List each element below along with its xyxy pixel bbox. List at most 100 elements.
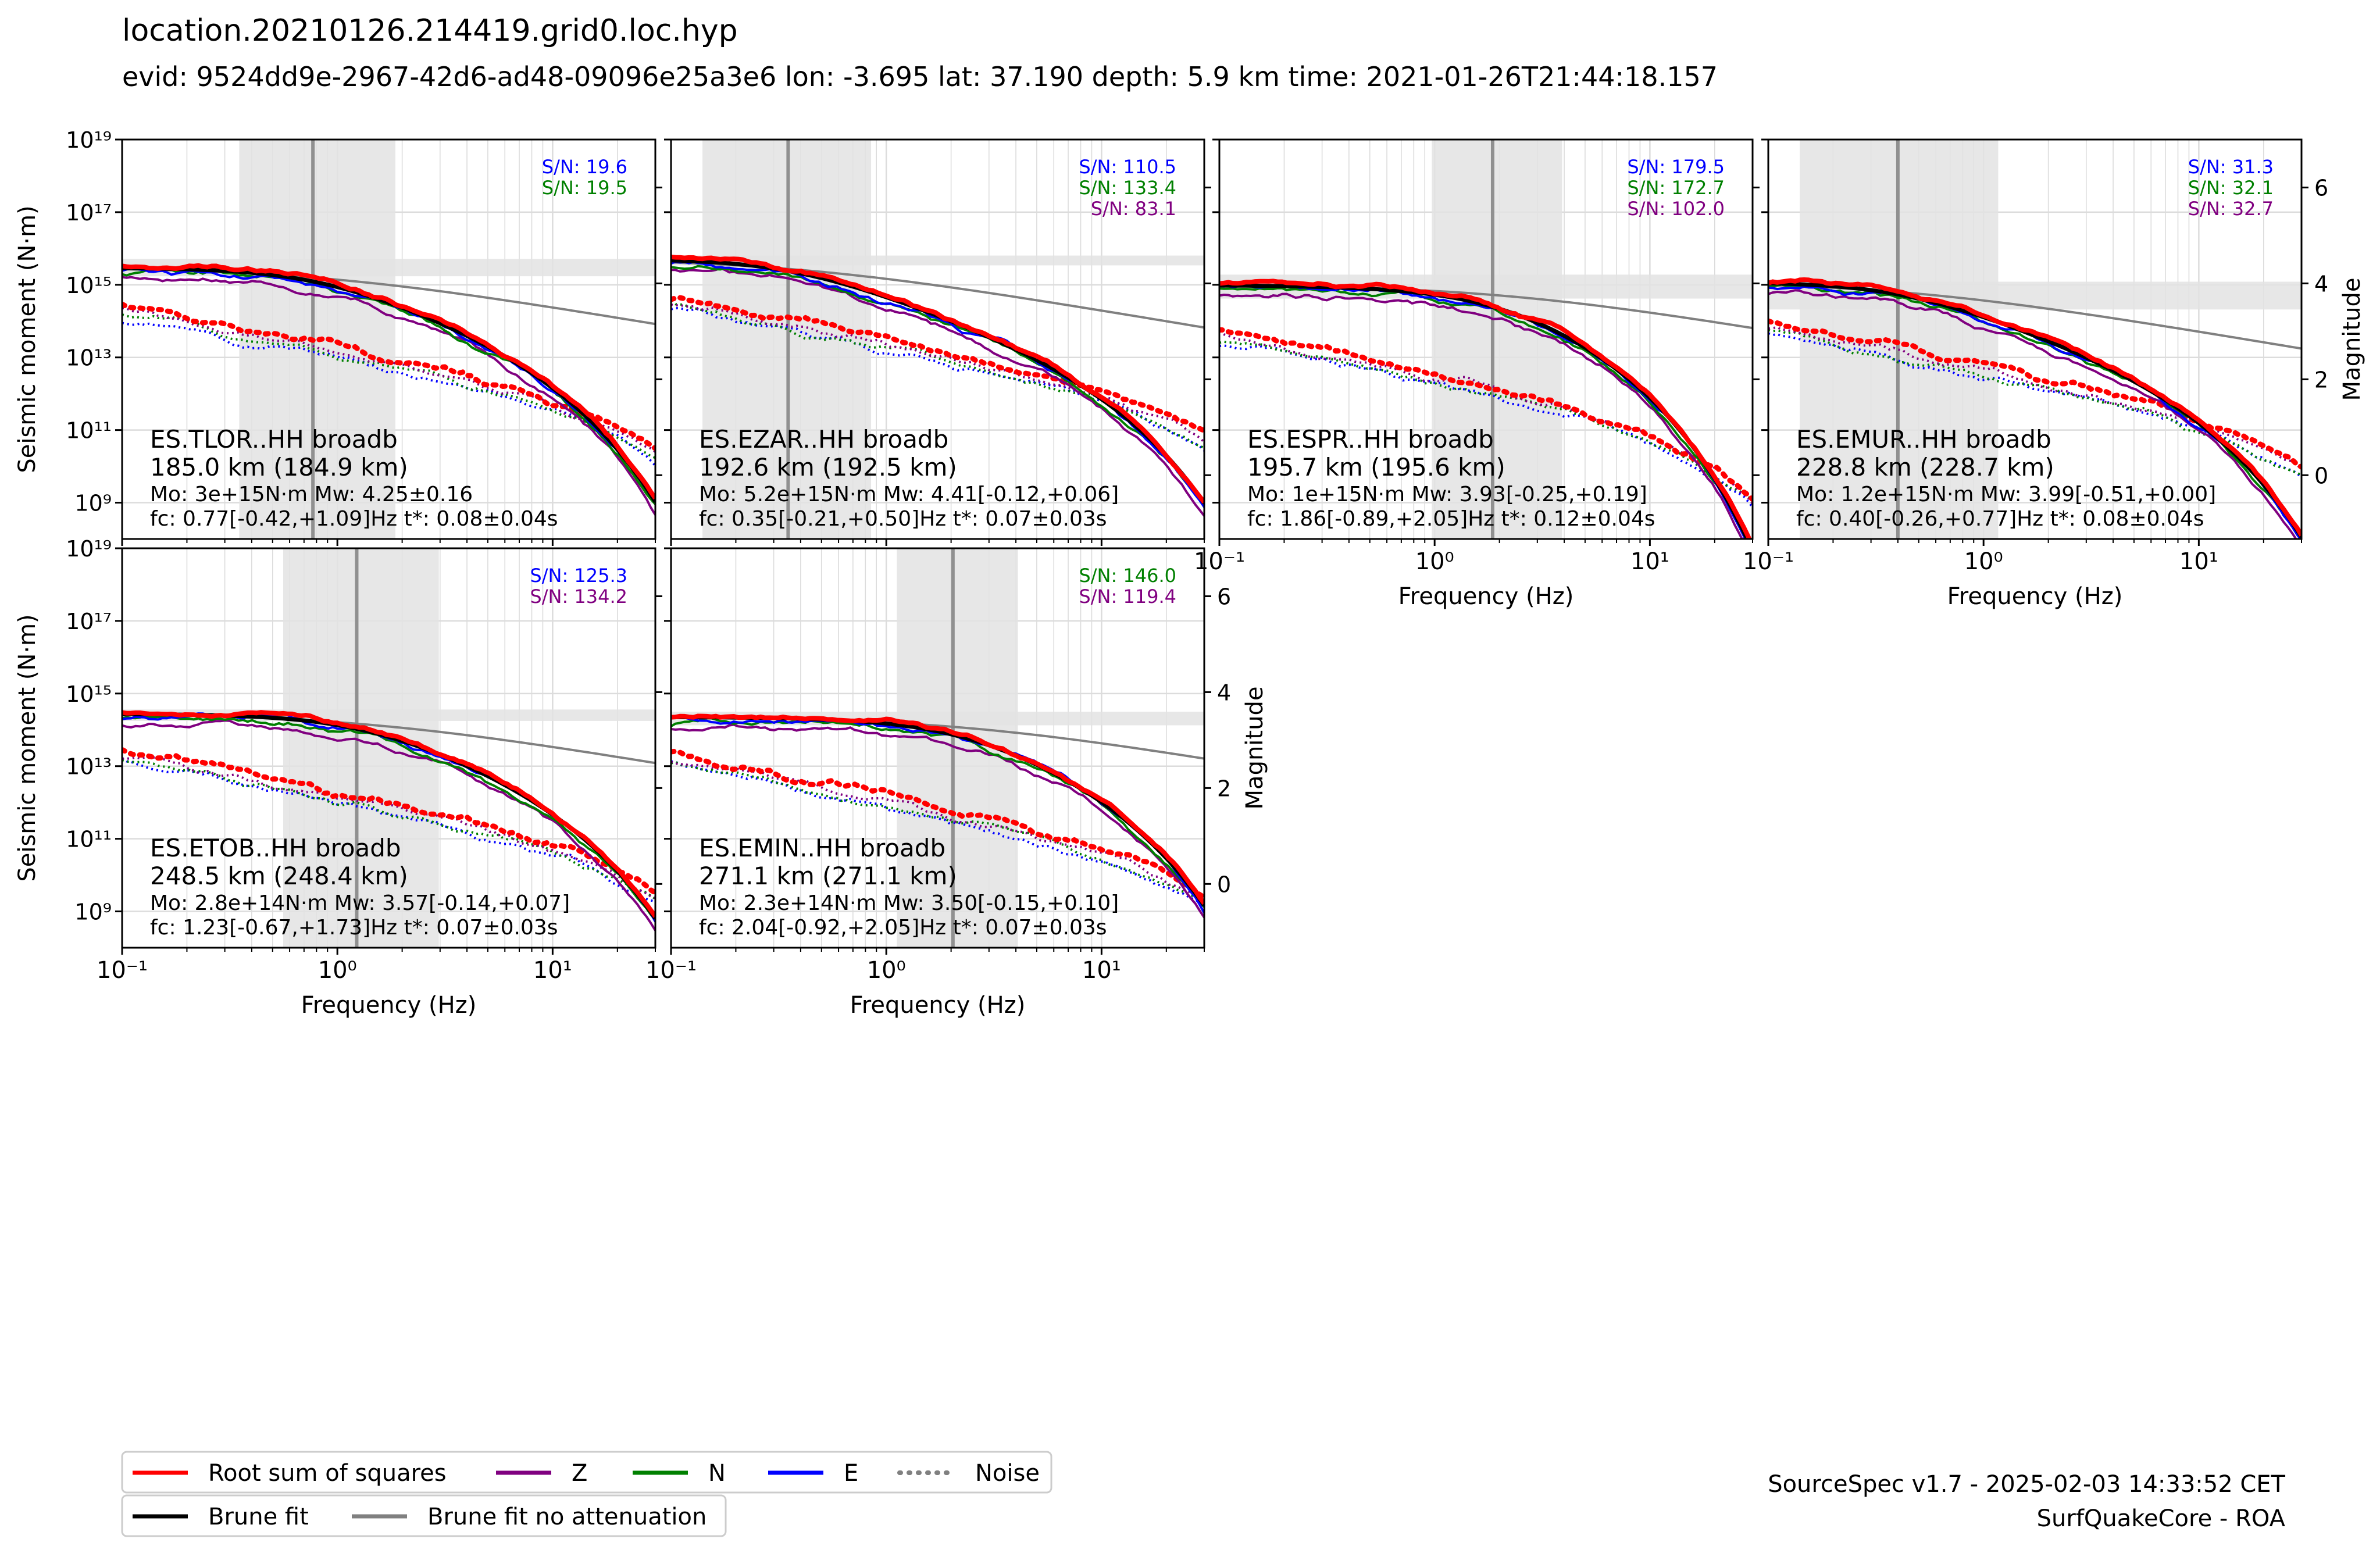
station-moment-magnitude: Mo: 3e+15N·m Mw: 4.25±0.16 <box>150 483 473 506</box>
root-sum-of-squares-line <box>671 713 1204 905</box>
signal-to-noise-label: S/N: 119.4 <box>1079 585 1176 608</box>
x-tick-label: 10⁰ <box>318 957 357 984</box>
signal-to-noise-label: S/N: 31.3 <box>2188 156 2274 178</box>
legend: Root sum of squares Z N E Noise Brune fit Brun… <box>121 1451 1052 1537</box>
spectrum-Z-line <box>1219 292 1744 539</box>
x-axis-label: Frequency (Hz) <box>1947 583 2123 610</box>
x-tick-label: 10¹ <box>1630 548 1669 575</box>
magnitude-axis-label: Magnitude <box>2339 278 2365 401</box>
x-tick-label: 10⁻¹ <box>97 957 148 984</box>
y-tick-label: 10¹³ <box>66 345 112 371</box>
signal-to-noise-label: S/N: 133.4 <box>1079 177 1176 199</box>
x-tick-label: 10⁰ <box>867 957 906 984</box>
magnitude-tick-label: 2 <box>1217 776 1231 801</box>
y-tick-label: 10¹³ <box>66 754 112 780</box>
magnitude-tick-label: 2 <box>2314 367 2328 392</box>
x-tick-label: 10¹ <box>1082 957 1121 984</box>
station-corner-frequency: fc: 1.23[-0.67,+1.73]Hz t*: 0.07±0.03s <box>150 916 558 940</box>
legend-item: Brune fit <box>133 1504 309 1530</box>
station-name: ES.TLOR..HH broadb <box>150 425 398 454</box>
station-name: ES.EZAR..HH broadb <box>699 425 948 454</box>
noise-rss-line <box>122 747 655 895</box>
station-moment-magnitude: Mo: 1.2e+15N·m Mw: 3.99[-0.51,+0.00] <box>1796 483 2216 506</box>
station-corner-frequency: fc: 0.35[-0.21,+0.50]Hz t*: 0.07±0.03s <box>699 507 1107 531</box>
plot-area <box>1768 140 2302 539</box>
legend-item: Root sum of squares <box>133 1460 447 1487</box>
panel-frame <box>670 547 1205 949</box>
noise-Z-line <box>671 760 1204 902</box>
legend-item: E <box>768 1460 858 1487</box>
spectrum-Z-line <box>122 276 655 516</box>
legend-item: Z <box>496 1460 587 1487</box>
legend-label: Root sum of squares <box>208 1460 447 1487</box>
y-tick-label: 10¹¹ <box>66 827 112 852</box>
station-corner-frequency: fc: 0.77[-0.42,+1.09]Hz t*: 0.08±0.04s <box>150 507 558 531</box>
station-panels: 10⁹ 10¹¹ 10¹³ 10¹⁵ 10¹⁷ 10¹⁹ Seismic moment (N… <box>14 127 2365 1019</box>
spectrum-Z-line <box>671 267 1204 517</box>
station-name: ES.ESPR..HH broadb <box>1247 425 1494 454</box>
legend-label: Noise <box>975 1460 1040 1487</box>
legend-item: Noise <box>897 1460 1040 1487</box>
legend-label: Brune fit no attenuation <box>427 1504 706 1530</box>
spectrum-Z-line <box>122 719 655 931</box>
y-axis-label: Seismic moment (N·m) <box>14 205 41 473</box>
spectrum-N-line <box>122 715 655 921</box>
station-distance: 271.1 km (271.1 km) <box>699 862 957 890</box>
station-moment-magnitude: Mo: 2.8e+14N·m Mw: 3.57[-0.14,+0.07] <box>150 891 570 915</box>
station-moment-magnitude: Mo: 5.2e+15N·m Mw: 4.41[-0.12,+0.06] <box>699 483 1119 506</box>
noise-N-line <box>1219 340 1753 501</box>
panel-frame <box>1218 138 1754 540</box>
x-tick-label: 10⁻¹ <box>645 957 697 984</box>
noise-rss-line <box>671 295 1204 434</box>
plot-area <box>671 140 1204 539</box>
figure-title: location.20210126.214419.grid0.loc.hyp <box>122 13 738 48</box>
y-tick-label: 10¹⁹ <box>66 127 112 153</box>
spectrum-Z-line <box>1768 289 2297 539</box>
station-distance: 195.7 km (195.6 km) <box>1247 453 1505 481</box>
magnitude-tick-label: 6 <box>2314 175 2328 201</box>
station-panel: 10⁹ 10¹¹ 10¹³ 10¹⁵ 10¹⁷ 10¹⁹ Seismic moment (N… <box>14 127 662 546</box>
fc-uncertainty-band <box>1432 140 1562 539</box>
magnitude-axis-label: Magnitude <box>1241 687 1268 810</box>
signal-to-noise-label: S/N: 179.5 <box>1627 156 1725 178</box>
station-panel: 10⁻¹ 10⁰ 10¹ Frequency (Hz) 0 2 4 6 Magnitude S/N… <box>645 547 1268 1019</box>
magnitude-tick-label: 4 <box>1217 680 1231 705</box>
station-name: ES.EMUR..HH broadb <box>1796 425 2051 454</box>
panel-frame <box>121 547 656 949</box>
legend-item: N <box>633 1460 726 1487</box>
legend-label: N <box>708 1460 726 1487</box>
root-sum-of-squares-line <box>1219 279 1752 539</box>
y-tick-label: 10¹⁷ <box>66 200 112 226</box>
station-panel: 10⁹ 10¹¹ 10¹³ 10¹⁵ 10¹⁷ 10¹⁹ 10⁻¹ 10⁰ 10¹ Frequen… <box>14 536 662 1019</box>
y-tick-label: 10¹⁵ <box>66 273 112 298</box>
x-axis-label: Frequency (Hz) <box>301 992 477 1019</box>
x-tick-label: 10⁻¹ <box>1194 548 1245 575</box>
spectrum-Z-line <box>671 723 1204 919</box>
station-moment-magnitude: Mo: 2.3e+14N·m Mw: 3.50[-0.15,+0.10] <box>699 891 1119 915</box>
station-distance: 192.6 km (192.5 km) <box>699 453 957 481</box>
x-tick-label: 10⁰ <box>1415 548 1454 575</box>
station-name: ES.EMIN..HH broadb <box>699 834 945 862</box>
panel-frame <box>1767 138 2303 540</box>
signal-to-noise-label: S/N: 19.5 <box>542 177 627 199</box>
noise-N-line <box>671 299 1204 449</box>
station-corner-frequency: fc: 2.04[-0.92,+2.05]Hz t*: 0.07±0.03s <box>699 916 1107 940</box>
station-distance: 228.8 km (228.7 km) <box>1796 453 2054 481</box>
magnitude-tick-label: 6 <box>1217 584 1231 609</box>
station-panel: S/N: 110.5S/N: 133.4S/N: 83.1 ES.EZAR..HH… <box>664 138 1211 546</box>
plot-area <box>122 548 655 948</box>
noise-N-line <box>1768 329 2302 477</box>
root-sum-of-squares-line <box>1768 277 2302 537</box>
x-tick-label: 10¹ <box>533 957 572 984</box>
y-tick-label: 10¹⁹ <box>66 536 112 562</box>
y-axis-label: Seismic moment (N·m) <box>14 614 41 881</box>
x-tick-label: 10¹ <box>2179 548 2218 575</box>
y-tick-label: 10⁹ <box>74 899 112 925</box>
station-corner-frequency: fc: 0.40[-0.26,+0.77]Hz t*: 0.08±0.04s <box>1796 507 2204 531</box>
legend-box-row-2 <box>121 1494 727 1537</box>
signal-to-noise-label: S/N: 172.7 <box>1627 177 1725 199</box>
spectrum-N-line <box>671 265 1204 506</box>
